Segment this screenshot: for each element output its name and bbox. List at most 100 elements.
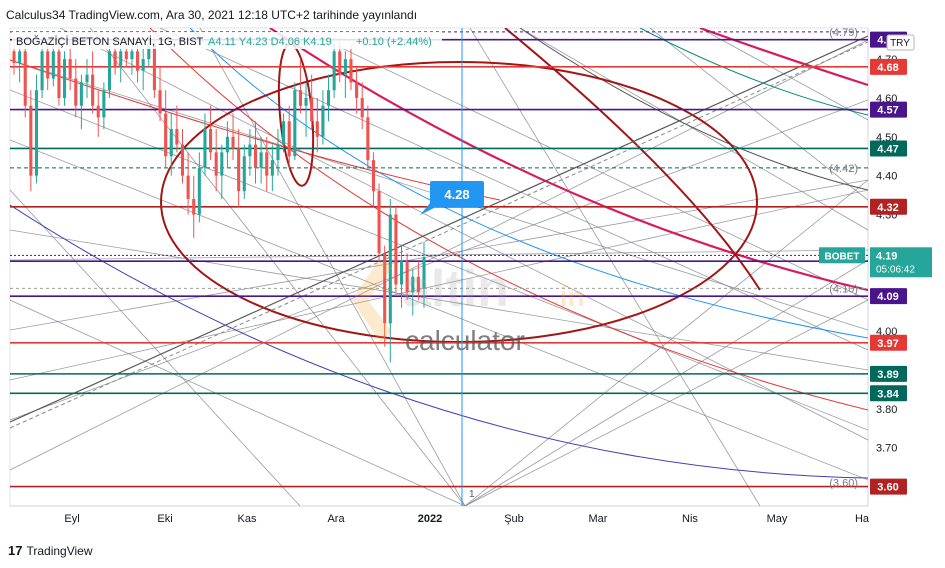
candle [225, 121, 229, 168]
candle [360, 82, 364, 130]
price-tag: 4.09 [870, 288, 907, 305]
candle [259, 136, 263, 184]
trend-line-dashed [10, 41, 868, 429]
x-tick-label: Mar [589, 513, 608, 525]
candle-body [124, 51, 128, 60]
candle-body [355, 82, 359, 98]
candle-body [321, 105, 325, 137]
candle-body [287, 121, 291, 157]
candle [265, 136, 269, 192]
candle [29, 90, 33, 192]
level-annotation: (4.10) [829, 283, 858, 295]
candle-body [220, 152, 224, 176]
x-tick-label: 2022 [418, 513, 442, 525]
candle-body [186, 175, 190, 199]
candle-body [377, 191, 381, 254]
candle-body [209, 129, 213, 153]
gann-line [159, 28, 868, 351]
candle-body [416, 276, 420, 293]
candle-body [405, 261, 409, 293]
candle [383, 245, 387, 347]
candle [416, 261, 420, 301]
symbol-tag-bg [819, 247, 865, 264]
candle [405, 253, 409, 301]
candle [422, 241, 426, 308]
candle-body [259, 152, 263, 168]
candle [276, 129, 280, 176]
candle-body [225, 136, 229, 153]
candle [394, 206, 398, 293]
x-tick-label: Eyl [64, 513, 79, 525]
candle-body [293, 90, 297, 157]
plot-area [10, 28, 868, 506]
candle-body [141, 59, 145, 71]
candle [315, 97, 319, 153]
dark-red-arc [504, 28, 761, 291]
candle [91, 51, 95, 114]
watermark-brand: altin [402, 260, 509, 318]
candle-body [366, 117, 370, 161]
gann-line [59, 28, 868, 441]
candle-body [147, 43, 151, 60]
red-curve [149, 28, 868, 411]
candle [57, 39, 61, 106]
candle [175, 105, 179, 153]
tradingview-brand: TradingView [26, 543, 93, 558]
candle [293, 82, 297, 161]
price-tag: 3.89 [870, 365, 907, 382]
watermark: altin .in [352, 258, 585, 342]
candle [79, 74, 83, 130]
x-tick-label: Eki [157, 513, 172, 525]
candle [203, 113, 207, 176]
price-tag: 4.32 [870, 198, 907, 215]
candle [282, 113, 286, 153]
gann-line [10, 229, 868, 371]
y-tick-label: 3.80 [876, 404, 897, 416]
candle-body [282, 121, 286, 145]
candle [321, 90, 325, 145]
price-callout: 4.28 [420, 181, 484, 215]
tradingview-logo-icon: 17 [8, 543, 23, 558]
gann-line [464, 299, 868, 506]
candle [310, 74, 314, 130]
x-tick-label: Nis [682, 513, 698, 525]
candle [197, 152, 201, 223]
candle-body [343, 59, 347, 75]
candle [34, 74, 39, 184]
price-tag-label: 4.57 [877, 105, 898, 117]
candle-body [40, 51, 44, 91]
candle-body [107, 51, 112, 91]
price-change: +0.10 (+2.44%) [356, 36, 432, 48]
candle [326, 74, 331, 122]
candle [220, 144, 224, 199]
candle [23, 39, 27, 118]
candle-body [29, 105, 33, 176]
candle-body [63, 59, 67, 98]
candle [253, 121, 258, 184]
price-tag-label: 3.89 [877, 369, 898, 381]
candle [270, 144, 274, 192]
x-tick-label: Kas [238, 513, 257, 525]
watermark-sub: calculator [405, 325, 525, 356]
candle-body [399, 261, 404, 285]
candle [18, 43, 22, 83]
ohlc-values: A4.11 Y4.23 D4.06 K4.19 [208, 36, 332, 48]
candle-body [18, 51, 22, 63]
x-tick-label: Şub [504, 513, 524, 525]
candle-body [12, 51, 16, 63]
candle [192, 175, 196, 238]
price-tag-label: 3.84 [877, 388, 899, 400]
candle-body [197, 167, 201, 215]
price-tag-label: 4.68 [877, 62, 898, 74]
candle [74, 59, 78, 118]
candle [96, 90, 100, 137]
candle [107, 43, 112, 98]
candle [169, 113, 173, 176]
x-tick-label: Ara [327, 513, 345, 525]
price-tag: 4.68 [870, 58, 907, 75]
y-tick-label: 4.40 [876, 171, 897, 183]
symbol-name: BOĞAZİÇİ BETON SANAYİ, 1G, BIST [16, 35, 204, 48]
candle [355, 66, 359, 114]
candle-body [152, 43, 156, 91]
